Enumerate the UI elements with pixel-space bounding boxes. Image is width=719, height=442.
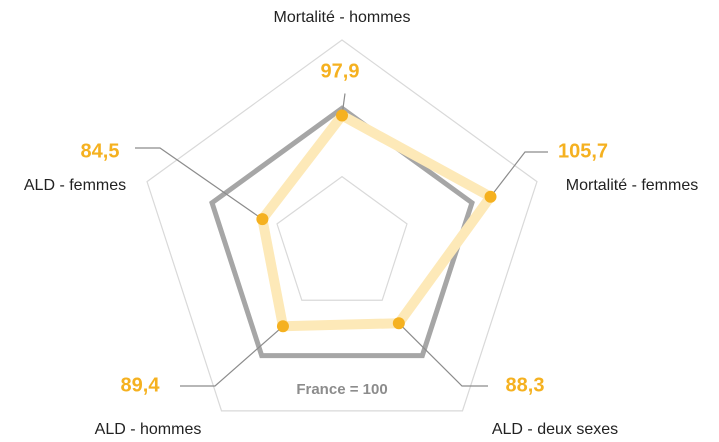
category-label: Mortalité - femmes	[566, 177, 698, 194]
leader-line	[490, 151, 548, 198]
data-point	[276, 320, 289, 333]
grid-line	[276, 175, 408, 301]
data-point	[392, 317, 405, 330]
leader-line	[135, 147, 263, 220]
data-point	[336, 109, 348, 122]
value-label: 97,9	[321, 60, 360, 82]
value-label: 84,5	[81, 140, 120, 162]
grid-line	[146, 39, 538, 412]
category-label: ALD - deux sexes	[492, 421, 618, 438]
leader-line	[180, 325, 284, 387]
value-label: 105,7	[558, 140, 608, 162]
category-label: ALD - hommes	[95, 421, 202, 438]
value-label: 88,3	[506, 374, 545, 396]
category-label: Mortalité - hommes	[274, 9, 411, 26]
series-line	[257, 110, 496, 332]
leader-line	[398, 322, 488, 387]
data-point	[484, 190, 497, 203]
value-label: 89,4	[121, 374, 161, 396]
reference-line	[209, 105, 475, 359]
data-point	[256, 213, 269, 226]
category-label: ALD - femmes	[24, 177, 126, 194]
reference-label: France = 100	[296, 381, 387, 398]
